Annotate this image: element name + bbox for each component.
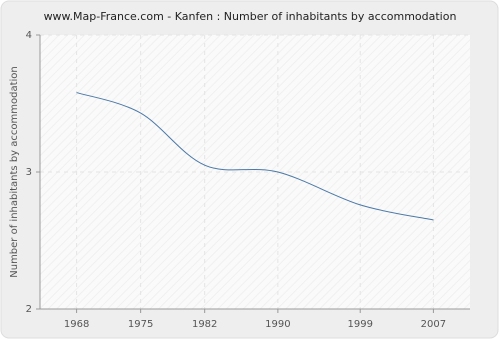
y-axis-label: Number of inhabitants by accommodation (9, 66, 20, 278)
x-tick-label: 1982 (192, 319, 217, 330)
y-tick-label: 3 (26, 167, 32, 178)
x-tick-label: 1990 (265, 319, 290, 330)
x-tick-label: 2007 (421, 319, 446, 330)
y-tick-label: 4 (26, 30, 32, 41)
y-tick-label: 2 (26, 304, 32, 315)
x-tick-label: 1999 (347, 319, 372, 330)
data-line (76, 92, 434, 221)
chart-title: www.Map-France.com - Kanfen : Number of … (44, 10, 457, 23)
x-tick-label: 1968 (64, 319, 89, 330)
x-tick-label: 1975 (128, 319, 153, 330)
plot-area (40, 35, 470, 309)
